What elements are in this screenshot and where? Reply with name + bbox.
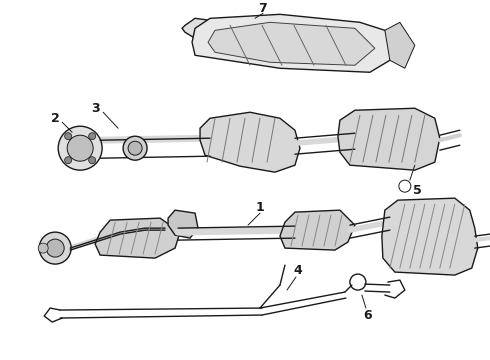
Polygon shape <box>338 108 440 170</box>
Circle shape <box>46 239 64 257</box>
Polygon shape <box>95 218 180 258</box>
Circle shape <box>58 126 102 170</box>
Circle shape <box>128 141 142 155</box>
Circle shape <box>65 133 72 140</box>
Text: 2: 2 <box>51 112 60 125</box>
Polygon shape <box>182 18 215 42</box>
Polygon shape <box>280 210 355 250</box>
Polygon shape <box>168 210 198 238</box>
Polygon shape <box>200 112 300 172</box>
Polygon shape <box>382 198 478 275</box>
Circle shape <box>123 136 147 160</box>
Polygon shape <box>385 22 415 68</box>
Text: 1: 1 <box>256 201 265 213</box>
Text: 3: 3 <box>91 102 99 115</box>
Circle shape <box>89 157 96 164</box>
Text: 6: 6 <box>364 309 372 321</box>
Polygon shape <box>192 14 395 72</box>
Circle shape <box>89 133 96 140</box>
Text: 7: 7 <box>259 2 268 15</box>
Circle shape <box>39 232 71 264</box>
Circle shape <box>65 157 72 164</box>
Circle shape <box>67 135 93 161</box>
Text: 4: 4 <box>294 264 302 276</box>
Text: 5: 5 <box>414 184 422 197</box>
Polygon shape <box>208 22 375 65</box>
Circle shape <box>38 243 48 253</box>
